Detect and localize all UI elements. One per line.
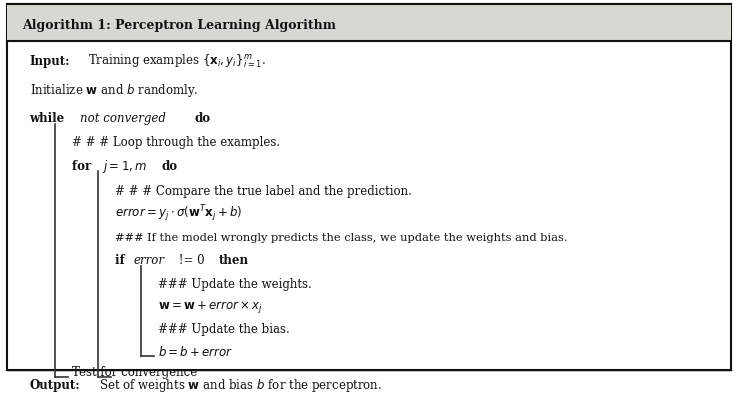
Text: Initialize $\mathbf{w}$ and $b$ randomly.: Initialize $\mathbf{w}$ and $b$ randomly… xyxy=(30,82,198,99)
Text: if: if xyxy=(115,255,129,267)
Text: $\mathbf{w} = \mathbf{w} + error \times x_j$: $\mathbf{w} = \mathbf{w} + error \times … xyxy=(158,299,263,314)
Text: $error = y_j \cdot \sigma(\mathbf{w}^T\mathbf{x}_j + b)$: $error = y_j \cdot \sigma(\mathbf{w}^T\m… xyxy=(115,203,243,224)
Text: Input:: Input: xyxy=(30,55,70,67)
Text: # # # Loop through the examples.: # # # Loop through the examples. xyxy=(72,136,280,149)
Text: do: do xyxy=(195,113,211,125)
Text: do: do xyxy=(162,160,178,173)
Text: not converged: not converged xyxy=(80,113,166,125)
Text: ### Update the weights.: ### Update the weights. xyxy=(158,278,311,291)
Text: ### Update the bias.: ### Update the bias. xyxy=(158,323,290,336)
Text: Set of weights $\mathbf{w}$ and bias $b$ for the perceptron.: Set of weights $\mathbf{w}$ and bias $b$… xyxy=(99,377,382,394)
Text: ### If the model wrongly predicts the class, we update the weights and bias.: ### If the model wrongly predicts the cl… xyxy=(115,232,568,243)
Text: $j = 1, m$: $j = 1, m$ xyxy=(103,158,148,175)
Text: Training examples $\{\mathbf{x}_i, y_i\}_{i=1}^{m}$.: Training examples $\{\mathbf{x}_i, y_i\}… xyxy=(88,52,266,70)
Text: Algorithm 1: Perceptron Learning Algorithm: Algorithm 1: Perceptron Learning Algorit… xyxy=(22,19,336,32)
Text: Test for convergence: Test for convergence xyxy=(72,366,198,379)
Bar xyxy=(7,4,731,41)
Text: # # # Compare the true label and the prediction.: # # # Compare the true label and the pre… xyxy=(115,185,412,197)
Text: $b = b + error$: $b = b + error$ xyxy=(158,345,233,359)
Text: != 0: != 0 xyxy=(175,255,209,267)
Text: Output:: Output: xyxy=(30,379,80,392)
Text: error: error xyxy=(133,255,164,267)
Text: for: for xyxy=(72,160,96,173)
Text: while: while xyxy=(30,113,69,125)
Text: then: then xyxy=(218,255,248,267)
